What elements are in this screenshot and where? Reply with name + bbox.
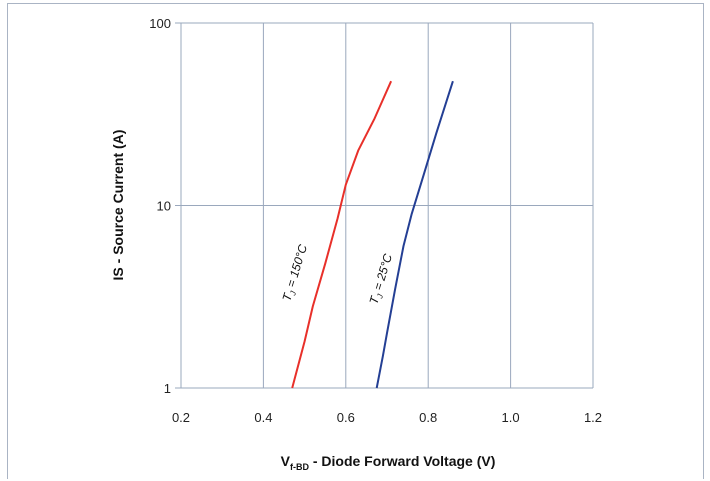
series-line-1 bbox=[375, 80, 454, 389]
grid bbox=[175, 22, 594, 389]
x-tick-label: 1.0 bbox=[502, 410, 520, 425]
x-tick-label: 0.8 bbox=[419, 410, 437, 425]
y-axis-title: IS - Source Current (A) bbox=[110, 130, 126, 281]
curves bbox=[291, 80, 454, 389]
x-tick-label: 1.2 bbox=[584, 410, 602, 425]
x-tick-labels: 0.2 0.4 0.6 0.8 1.0 1.2 bbox=[172, 410, 602, 425]
y-tick-labels: 1 10 100 bbox=[149, 16, 171, 396]
curve-labels: TJ = 150°CTJ = 25°C bbox=[279, 243, 395, 306]
y-tick-label: 10 bbox=[157, 199, 171, 214]
y-tick-label: 100 bbox=[149, 16, 171, 31]
chart-frame bbox=[7, 3, 704, 479]
x-tick-label: 0.4 bbox=[254, 410, 272, 425]
y-tick-label: 1 bbox=[164, 381, 171, 396]
x-tick-label: 0.2 bbox=[172, 410, 190, 425]
x-tick-label: 0.6 bbox=[337, 410, 355, 425]
series-line-0 bbox=[291, 80, 393, 389]
series-label-0: TJ = 150°C bbox=[279, 243, 312, 304]
x-axis-title: Vf-BD - Diode Forward Voltage (V) bbox=[281, 453, 496, 472]
